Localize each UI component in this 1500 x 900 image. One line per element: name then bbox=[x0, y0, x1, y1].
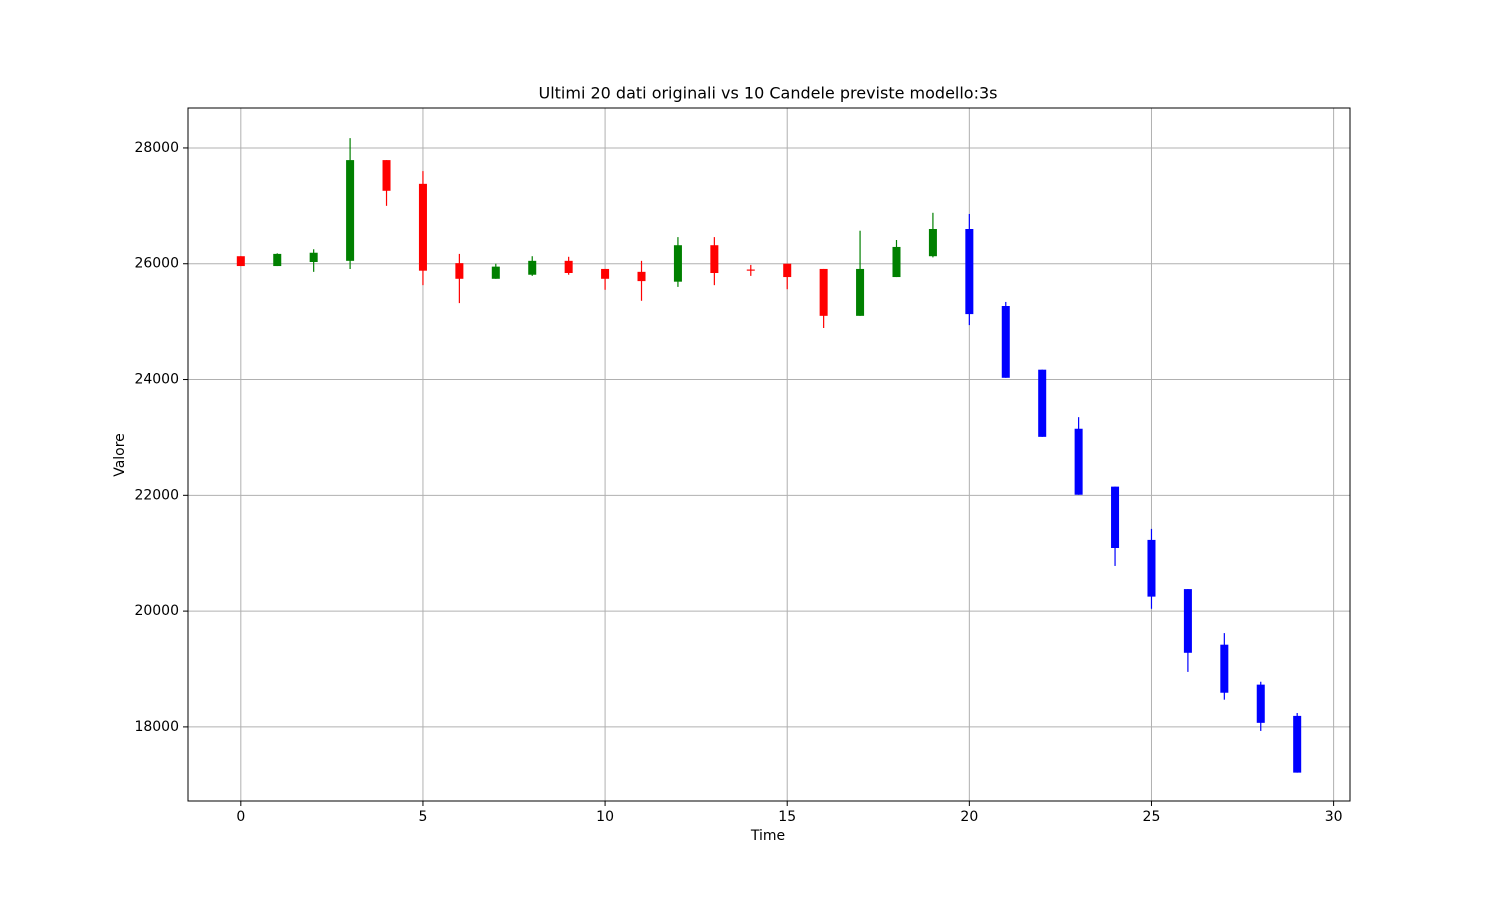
candle-body bbox=[564, 260, 573, 273]
candle-body bbox=[1220, 644, 1229, 693]
y-tick-label: 24000 bbox=[134, 372, 179, 388]
candle-body bbox=[236, 256, 245, 267]
candle-body bbox=[783, 263, 792, 278]
candle-body bbox=[382, 160, 391, 191]
x-tick-label: 5 bbox=[418, 809, 427, 825]
candle-body bbox=[309, 252, 318, 262]
chart-title: Ultimi 20 dati originali vs 10 Candele p… bbox=[538, 84, 997, 103]
candle-body bbox=[1111, 486, 1120, 548]
y-tick-label: 22000 bbox=[134, 487, 179, 503]
candle-body bbox=[673, 245, 682, 282]
candle-body bbox=[1183, 589, 1192, 653]
candle-body bbox=[1001, 306, 1010, 378]
y-axis-label: Valore bbox=[112, 433, 128, 477]
candle-body bbox=[1256, 684, 1265, 723]
candle-body bbox=[1293, 715, 1302, 773]
candle-body bbox=[710, 245, 719, 273]
candle-body bbox=[746, 269, 755, 271]
candle-body bbox=[346, 160, 355, 261]
x-tick-label: 10 bbox=[596, 809, 614, 825]
x-tick-label: 30 bbox=[1325, 809, 1343, 825]
y-tick-label: 18000 bbox=[134, 719, 179, 735]
candle-body bbox=[928, 229, 937, 257]
x-tick-label: 0 bbox=[236, 809, 245, 825]
candle-body bbox=[856, 268, 865, 316]
x-tick-label: 20 bbox=[960, 809, 978, 825]
candle-body bbox=[491, 266, 500, 279]
candle-body bbox=[637, 271, 646, 282]
y-tick-label: 28000 bbox=[134, 140, 179, 156]
candle-body bbox=[528, 260, 537, 275]
candle-body bbox=[1074, 428, 1083, 495]
candle-body bbox=[455, 263, 464, 279]
plot-frame bbox=[187, 107, 1351, 802]
y-tick-label: 26000 bbox=[134, 256, 179, 272]
x-tick-label: 15 bbox=[778, 809, 796, 825]
candle-body bbox=[965, 229, 974, 315]
candle-body bbox=[819, 268, 828, 316]
candle-body bbox=[273, 253, 282, 267]
x-axis-label: Time bbox=[750, 828, 785, 844]
y-tick-label: 20000 bbox=[134, 603, 179, 619]
candle-body bbox=[1038, 369, 1047, 437]
candle-body bbox=[601, 268, 610, 279]
x-tick-label: 25 bbox=[1143, 809, 1161, 825]
candle-body bbox=[1147, 539, 1156, 597]
candle-body bbox=[892, 246, 901, 278]
candle-body bbox=[418, 183, 427, 271]
